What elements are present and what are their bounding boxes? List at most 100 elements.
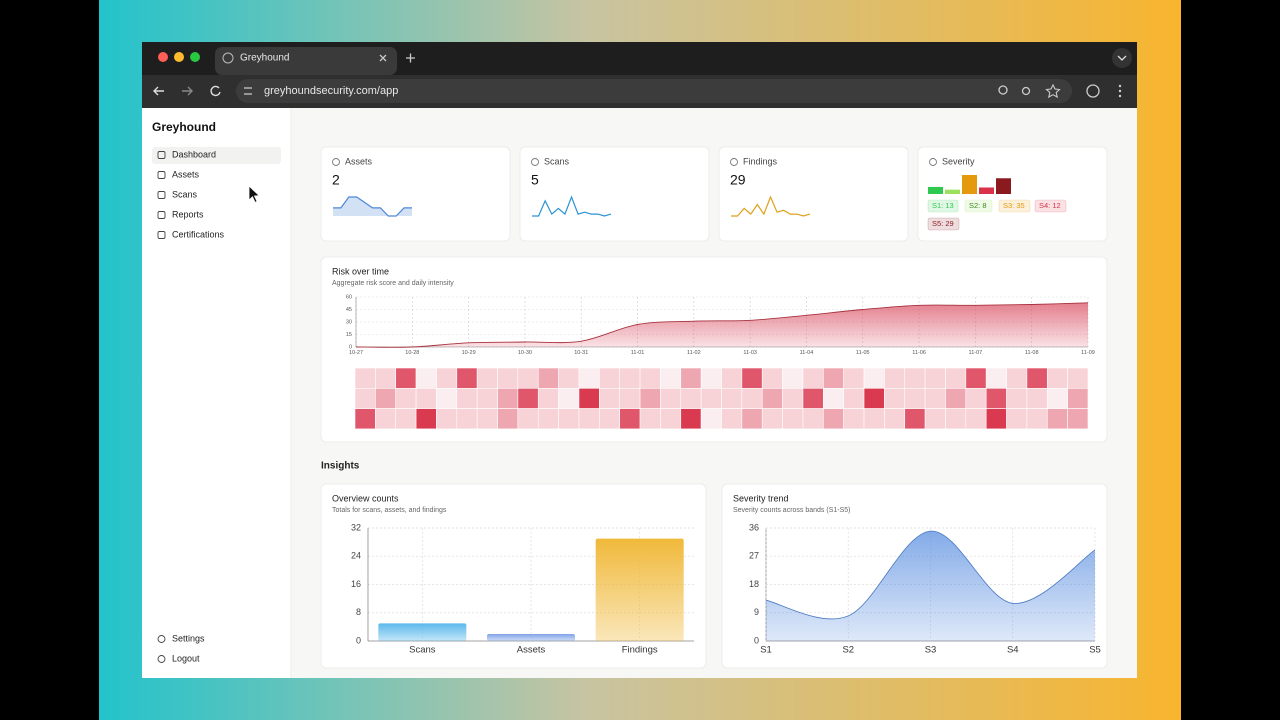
heatmap-cell bbox=[761, 367, 783, 389]
heatmap-cell bbox=[436, 387, 458, 409]
severity-chip-label: S1: 13 bbox=[932, 201, 954, 210]
heatmap-cell bbox=[884, 387, 906, 409]
heatmap-cell bbox=[1067, 408, 1089, 430]
x-tick-label: 10-29 bbox=[462, 350, 476, 356]
heatmap-cell bbox=[721, 367, 743, 389]
section-title: Insights bbox=[321, 461, 360, 472]
reload-button[interactable] bbox=[210, 85, 221, 97]
card-icon bbox=[730, 158, 738, 166]
back-button[interactable] bbox=[153, 86, 164, 96]
heatmap-cell bbox=[619, 387, 641, 409]
heatmap-cell bbox=[823, 387, 844, 409]
heatmap-cell bbox=[476, 367, 498, 389]
heatmap-cell bbox=[965, 408, 987, 430]
card-label: Findings bbox=[743, 156, 778, 166]
card-value: 2 bbox=[332, 172, 340, 188]
nav-item[interactable]: Logout bbox=[172, 653, 200, 663]
profile-icon[interactable] bbox=[1086, 84, 1100, 98]
nav-item[interactable]: Settings bbox=[172, 633, 205, 643]
heatmap-cell bbox=[497, 387, 519, 409]
heatmap-cell bbox=[680, 367, 702, 389]
x-tick-label: 10-27 bbox=[349, 350, 363, 356]
x-tick-label: 11-07 bbox=[969, 350, 983, 356]
x-tick-label: 11-09 bbox=[1081, 350, 1095, 356]
nav-item[interactable]: Dashboard bbox=[172, 149, 216, 159]
tab-icon bbox=[222, 52, 234, 64]
heatmap-cell bbox=[945, 408, 967, 430]
zoom-icon[interactable] bbox=[998, 85, 1008, 95]
heatmap-cell bbox=[802, 367, 824, 389]
heatmap-cell bbox=[945, 367, 967, 389]
severity-bar bbox=[979, 187, 994, 194]
forward-button[interactable] bbox=[182, 86, 193, 96]
heatmap-cell bbox=[1046, 408, 1068, 430]
heatmap-cell bbox=[415, 367, 437, 389]
heatmap-cell bbox=[660, 367, 682, 389]
severity-bar bbox=[928, 186, 943, 194]
content: Dashboard Greyhound Insights Dashboard As… bbox=[142, 108, 1108, 678]
heatmap-cell bbox=[537, 408, 559, 430]
heatmap-cell bbox=[823, 367, 844, 389]
sparkline bbox=[532, 195, 612, 217]
heatmap-cell bbox=[863, 408, 885, 430]
heatmap-cell bbox=[863, 387, 885, 409]
nav-icon bbox=[157, 191, 166, 199]
chart-subtitle: Aggregate risk score and daily intensity bbox=[332, 280, 454, 287]
heatmap-cell bbox=[863, 367, 885, 389]
heatmap-cell bbox=[639, 408, 661, 430]
close-window[interactable] bbox=[158, 52, 168, 62]
card-value: 5 bbox=[531, 172, 539, 188]
heatmap-cell bbox=[1067, 387, 1089, 409]
nav-item[interactable]: Scans bbox=[172, 189, 198, 199]
y-tick-label: 8 bbox=[356, 607, 361, 617]
heatmap-cell bbox=[375, 387, 397, 409]
heatmap-cell bbox=[415, 387, 437, 409]
tab-close[interactable] bbox=[379, 54, 387, 62]
bookmark-star[interactable] bbox=[1045, 83, 1061, 99]
heatmap-cell bbox=[700, 408, 722, 430]
y-tick-label: 9 bbox=[754, 607, 759, 617]
mouse-cursor bbox=[248, 185, 261, 203]
x-tick-label: S1 bbox=[760, 645, 772, 656]
site-info[interactable] bbox=[244, 87, 252, 95]
tab-menu[interactable] bbox=[1112, 48, 1132, 68]
heatmap-cell bbox=[558, 367, 580, 389]
heatmap-cell bbox=[802, 387, 824, 409]
heatmap-cell bbox=[680, 408, 702, 430]
heatmap-cell bbox=[639, 387, 661, 409]
y-tick-label: 60 bbox=[346, 294, 352, 300]
heatmap-cell bbox=[1006, 367, 1028, 389]
y-tick-label: 16 bbox=[351, 579, 361, 589]
heatmap-cell bbox=[354, 387, 376, 409]
heatmap-cell bbox=[843, 367, 865, 389]
heatmap-cell bbox=[497, 408, 519, 430]
card-icon bbox=[332, 158, 340, 166]
new-tab[interactable] bbox=[406, 53, 415, 63]
nav-item[interactable]: Reports bbox=[172, 209, 204, 219]
password-icon[interactable] bbox=[1021, 86, 1031, 96]
nav-item[interactable]: Assets bbox=[172, 169, 200, 179]
x-tick-label: 11-08 bbox=[1025, 350, 1039, 356]
area bbox=[356, 302, 1088, 348]
browser-chrome: Greyhound greyhoundsecurity.com/app bbox=[142, 42, 1137, 108]
heatmap-cell bbox=[436, 367, 458, 389]
maximize-window[interactable] bbox=[190, 52, 200, 62]
nav-item[interactable]: Certifications bbox=[172, 229, 225, 239]
severity-chip-label: S2: 8 bbox=[969, 201, 987, 210]
address-bar[interactable] bbox=[236, 79, 1072, 103]
severity-chip bbox=[998, 199, 1031, 213]
heatmap-cell bbox=[1067, 367, 1089, 389]
heatmap-cell bbox=[843, 387, 865, 409]
x-tick-label: 11-03 bbox=[743, 350, 757, 356]
heatmap-cell bbox=[619, 408, 641, 430]
chart-title: Risk over time bbox=[332, 266, 389, 276]
minimize-window[interactable] bbox=[174, 52, 184, 62]
heatmap-cell bbox=[639, 367, 661, 389]
heatmap-cell bbox=[476, 408, 498, 430]
heatmap-cell bbox=[436, 408, 458, 430]
x-tick-label: 11-04 bbox=[800, 350, 814, 356]
y-tick-label: 45 bbox=[346, 307, 352, 313]
heatmap-cell bbox=[619, 367, 641, 389]
tab[interactable] bbox=[215, 47, 397, 75]
